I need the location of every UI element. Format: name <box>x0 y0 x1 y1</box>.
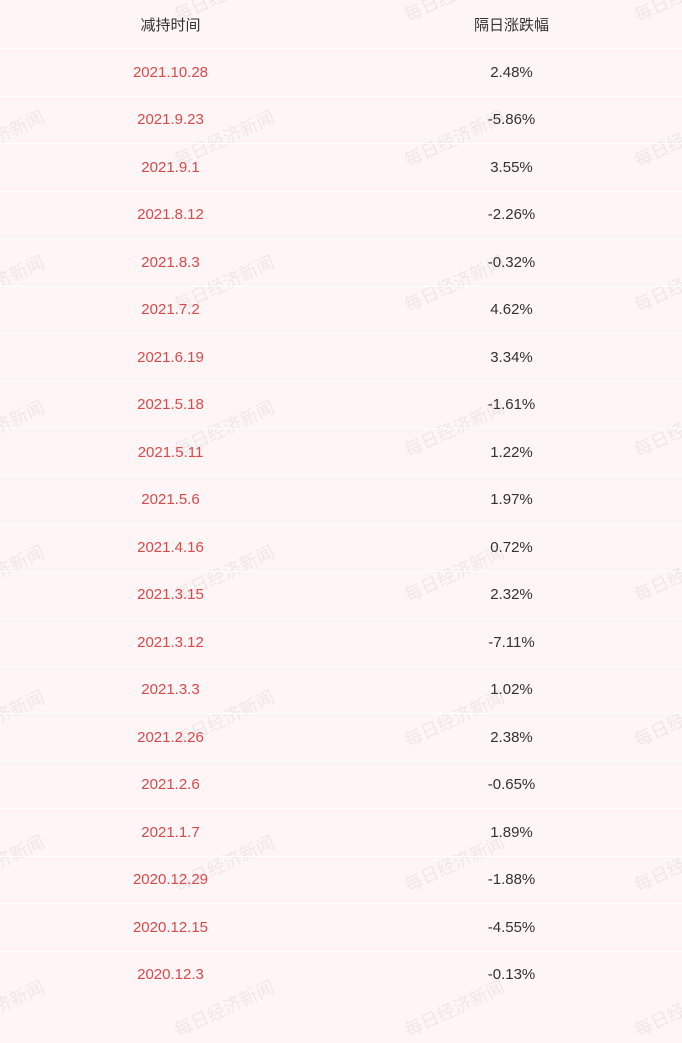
table-row: 2020.12.3-0.13% <box>0 951 682 999</box>
cell-date: 2021.4.16 <box>0 539 341 556</box>
cell-date: 2021.6.19 <box>0 349 341 366</box>
cell-date: 2021.3.12 <box>0 634 341 651</box>
cell-date: 2021.10.28 <box>0 64 341 81</box>
table-row: 2021.6.193.34% <box>0 333 682 381</box>
column-header-change: 隔日涨跌幅 <box>341 14 682 35</box>
table-row: 2021.7.24.62% <box>0 286 682 334</box>
cell-date: 2021.8.3 <box>0 254 341 271</box>
cell-change: -5.86% <box>341 111 682 128</box>
cell-change: 0.72% <box>341 539 682 556</box>
cell-change: -7.11% <box>341 634 682 651</box>
table-row: 2021.1.71.89% <box>0 808 682 856</box>
cell-date: 2021.2.6 <box>0 776 341 793</box>
table-row: 2021.5.18-1.61% <box>0 381 682 429</box>
table-row: 2021.8.12-2.26% <box>0 191 682 239</box>
cell-change: -2.26% <box>341 206 682 223</box>
cell-change: -0.13% <box>341 966 682 983</box>
cell-change: 1.22% <box>341 444 682 461</box>
table-row: 2021.2.6-0.65% <box>0 761 682 809</box>
table-row: 2020.12.15-4.55% <box>0 903 682 951</box>
cell-date: 2020.12.15 <box>0 919 341 936</box>
table-row: 2021.5.61.97% <box>0 476 682 524</box>
table-row: 2021.9.13.55% <box>0 143 682 191</box>
table-row: 2021.4.160.72% <box>0 523 682 571</box>
cell-date: 2021.5.18 <box>0 396 341 413</box>
cell-date: 2021.3.3 <box>0 681 341 698</box>
cell-change: 2.48% <box>341 64 682 81</box>
column-header-date: 减持时间 <box>0 14 341 35</box>
cell-date: 2021.8.12 <box>0 206 341 223</box>
cell-date: 2021.5.6 <box>0 491 341 508</box>
table-row: 2021.3.31.02% <box>0 666 682 714</box>
cell-change: -0.32% <box>341 254 682 271</box>
cell-date: 2021.9.23 <box>0 111 341 128</box>
cell-change: -4.55% <box>341 919 682 936</box>
table-row: 2021.8.3-0.32% <box>0 238 682 286</box>
cell-date: 2021.7.2 <box>0 301 341 318</box>
cell-date: 2021.3.15 <box>0 586 341 603</box>
cell-change: 3.34% <box>341 349 682 366</box>
table-row: 2021.2.262.38% <box>0 713 682 761</box>
table-row: 2021.5.111.22% <box>0 428 682 476</box>
table-row: 2021.9.23-5.86% <box>0 96 682 144</box>
cell-change: 2.32% <box>341 586 682 603</box>
cell-date: 2021.1.7 <box>0 824 341 841</box>
cell-change: -1.61% <box>341 396 682 413</box>
table-row: 2020.12.29-1.88% <box>0 856 682 904</box>
cell-change: 1.89% <box>341 824 682 841</box>
cell-change: 1.02% <box>341 681 682 698</box>
cell-date: 2021.5.11 <box>0 444 341 461</box>
cell-change: 2.38% <box>341 729 682 746</box>
cell-date: 2021.2.26 <box>0 729 341 746</box>
cell-change: 4.62% <box>341 301 682 318</box>
cell-date: 2021.9.1 <box>0 159 341 176</box>
cell-change: -0.65% <box>341 776 682 793</box>
table-header-row: 减持时间 隔日涨跌幅 <box>0 0 682 48</box>
cell-change: 1.97% <box>341 491 682 508</box>
data-table: 减持时间 隔日涨跌幅 2021.10.282.48%2021.9.23-5.86… <box>0 0 682 998</box>
cell-change: 3.55% <box>341 159 682 176</box>
cell-date: 2020.12.29 <box>0 871 341 888</box>
table-row: 2021.3.152.32% <box>0 571 682 619</box>
cell-change: -1.88% <box>341 871 682 888</box>
table-row: 2021.10.282.48% <box>0 48 682 96</box>
table-row: 2021.3.12-7.11% <box>0 618 682 666</box>
cell-date: 2020.12.3 <box>0 966 341 983</box>
